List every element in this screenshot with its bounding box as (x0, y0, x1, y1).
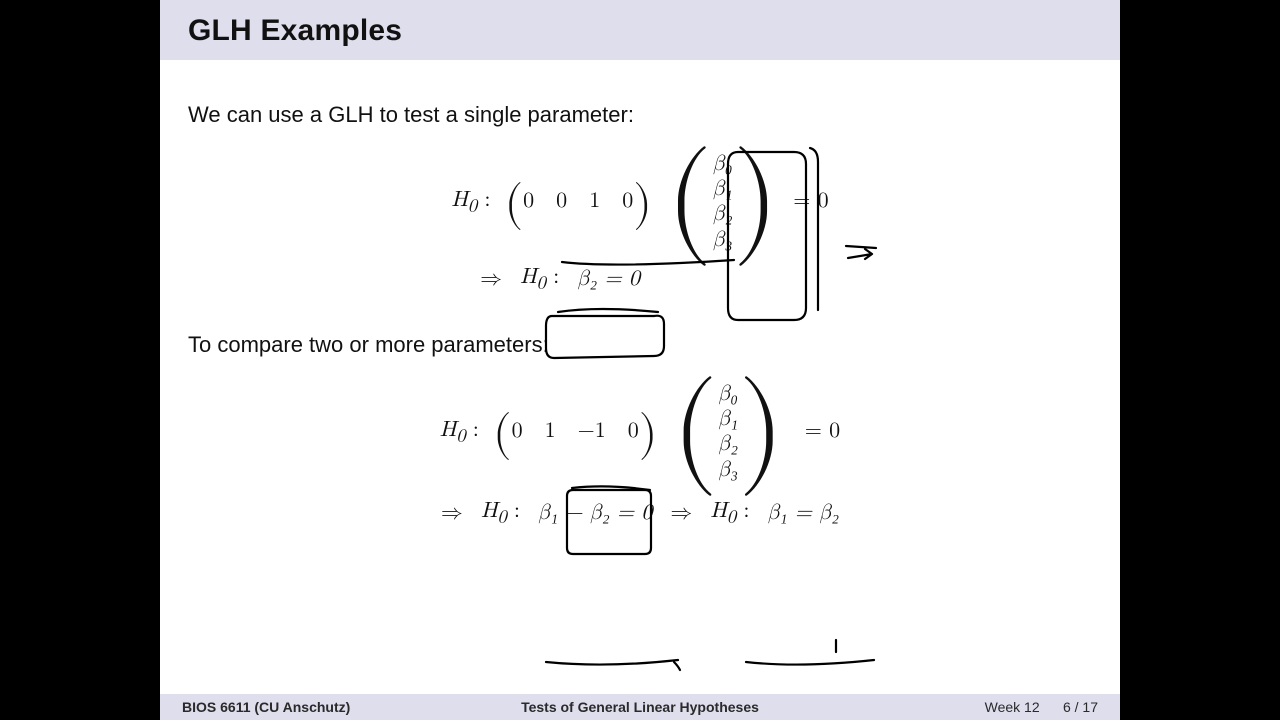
slide: GLH Examples We can use a GLH to test a … (160, 0, 1120, 720)
eq1-H: H (451, 189, 468, 211)
eq1-sub: 0 (468, 196, 477, 215)
equation-2-implies: ⇒ H0 : β₁ − β₂ = 0 ⇒ H0 : β₁ = β₂ (188, 497, 1092, 530)
eq2-row-vector: 0 1 −1 0 (512, 417, 639, 447)
eq2b-body1: β₁ − β₂ = 0 (538, 499, 652, 529)
equation-2: H0 : ( 0 1 −1 0 ) ( β₀ β₁ β₂ β₃ (188, 382, 1092, 483)
slide-body: We can use a GLH to test a single parame… (160, 60, 1120, 530)
eq2-col-vector: β₀ β₁ β₂ β₃ (718, 382, 738, 483)
eq1-rhs: = 0 (793, 187, 828, 217)
eq1-col-vector: β₀ β₁ β₂ β₃ (713, 152, 733, 253)
slide-title: GLH Examples (188, 14, 1092, 48)
footer-left: BIOS 6611 (CU Anschutz) (182, 699, 350, 715)
title-bar: GLH Examples (160, 0, 1120, 60)
eq2-rhs: = 0 (805, 417, 840, 447)
eq1-row-vector: 0 0 1 0 (523, 187, 633, 217)
eq1b-arrow: ⇒ (480, 265, 502, 295)
equation-1-implies: ⇒ H0 : β₂ = 0 (108, 263, 1012, 296)
paragraph-1: We can use a GLH to test a single parame… (188, 100, 1092, 130)
footer: BIOS 6611 (CU Anschutz) Tests of General… (160, 694, 1120, 720)
footer-right: Week 12 6 / 17 (985, 699, 1098, 715)
eq2b-body2: β₁ = β₂ (767, 499, 839, 529)
equation-1: H0 : ( 0 0 1 0 ) ( β₀ β₁ β₂ β₃ (188, 152, 1092, 253)
eq1b-body: β₂ = 0 (577, 265, 640, 295)
paragraph-2: To compare two or more parameters: (188, 330, 1092, 360)
